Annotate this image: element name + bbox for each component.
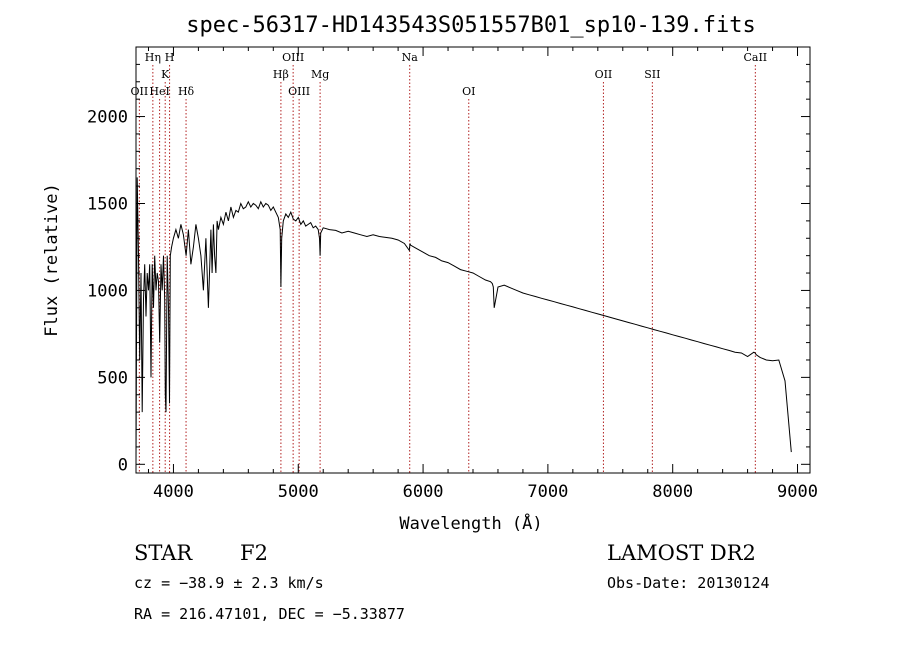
x-tick-label: 7000 [527, 482, 568, 502]
x-tick-label: 4000 [153, 482, 194, 502]
y-tick-label: 2000 [87, 108, 128, 128]
spectral-line-label: SII [644, 68, 660, 81]
y-tick-label: 500 [97, 368, 128, 388]
y-tick-label: 1000 [87, 281, 128, 301]
x-axis-label: Wavelength (Å) [399, 512, 542, 534]
redshift-cz: cz = −38.9 ± 2.3 km/s [134, 574, 324, 592]
x-tick-label: 9000 [777, 482, 818, 502]
x-tick-label: 5000 [278, 482, 319, 502]
y-axis-label: Flux (relative) [42, 183, 62, 337]
coordinates: RA = 216.47101, DEC = −5.33877 [134, 605, 405, 623]
spectral-line-label: H [165, 51, 175, 64]
spectral-line-label: OII [595, 68, 613, 81]
x-tick-label: 8000 [652, 482, 693, 502]
spectral-line-label: Hη [145, 51, 161, 64]
spectral-line-label: Mg [311, 68, 329, 81]
spectral-line-label: Hβ [273, 68, 289, 81]
y-tick-label: 1500 [87, 194, 128, 214]
chart-title: spec-56317-HD143543S051557B01_sp10-139.f… [186, 13, 756, 38]
spectral-line-label: OII [131, 85, 149, 98]
x-axis-ticks: 4000 5000 6000 7000 8000 9000 [147, 47, 818, 502]
spectral-line-label: HeI [149, 85, 169, 98]
spectrum-line [135, 177, 792, 465]
survey-name: LAMOST DR2 [607, 541, 756, 565]
y-tick-label: 0 [118, 455, 128, 475]
spectral-line-label: K [161, 68, 170, 81]
x-tick-label: 6000 [403, 482, 444, 502]
spectral-line-label: OIII [288, 85, 310, 98]
plot-frame [135, 46, 811, 474]
spectral-line-label: Na [402, 51, 419, 64]
y-axis-ticks: 0 500 1000 1500 2000 [87, 63, 810, 475]
spectral-line-label: CaII [743, 51, 767, 64]
spectral-line-label: OI [462, 85, 475, 98]
observation-date: Obs-Date: 20130124 [607, 574, 770, 592]
spectral-subclass: F2 [240, 541, 268, 565]
spectral-line-label: Hδ [178, 85, 195, 98]
spectral-line-markers [138, 65, 756, 473]
spectral-line-label: OIII [282, 51, 304, 64]
object-class: STAR [134, 541, 193, 565]
